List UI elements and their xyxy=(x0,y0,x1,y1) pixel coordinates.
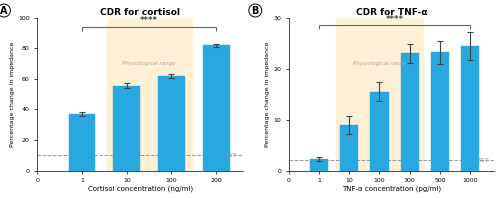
Bar xyxy=(461,46,479,170)
Bar xyxy=(370,92,388,170)
Bar xyxy=(203,45,230,170)
Text: ****: **** xyxy=(386,15,404,24)
Text: A: A xyxy=(0,6,8,15)
Bar xyxy=(336,18,424,170)
Text: Physiological range: Physiological range xyxy=(122,61,176,66)
Bar xyxy=(310,159,328,170)
Bar xyxy=(340,125,358,170)
Bar xyxy=(114,86,140,170)
Bar xyxy=(431,52,449,170)
X-axis label: TNF-α concentration (pg/ml): TNF-α concentration (pg/ml) xyxy=(342,186,441,192)
Text: B: B xyxy=(252,6,259,15)
Title: CDR for TNF-α: CDR for TNF-α xyxy=(356,8,428,17)
Title: CDR for cortisol: CDR for cortisol xyxy=(100,8,180,17)
Bar xyxy=(400,53,419,170)
Bar xyxy=(158,76,185,170)
Text: ****: **** xyxy=(140,16,158,25)
X-axis label: Cortisol concentration (ng/ml): Cortisol concentration (ng/ml) xyxy=(88,186,192,192)
Text: SST: SST xyxy=(226,153,237,158)
Bar xyxy=(106,18,192,170)
Text: SST: SST xyxy=(478,158,490,163)
Y-axis label: Percentage change in impedance: Percentage change in impedance xyxy=(10,41,15,147)
Y-axis label: Percentage change in impedance: Percentage change in impedance xyxy=(266,41,270,147)
Bar xyxy=(68,114,96,170)
Text: Physiological range: Physiological range xyxy=(353,61,406,66)
